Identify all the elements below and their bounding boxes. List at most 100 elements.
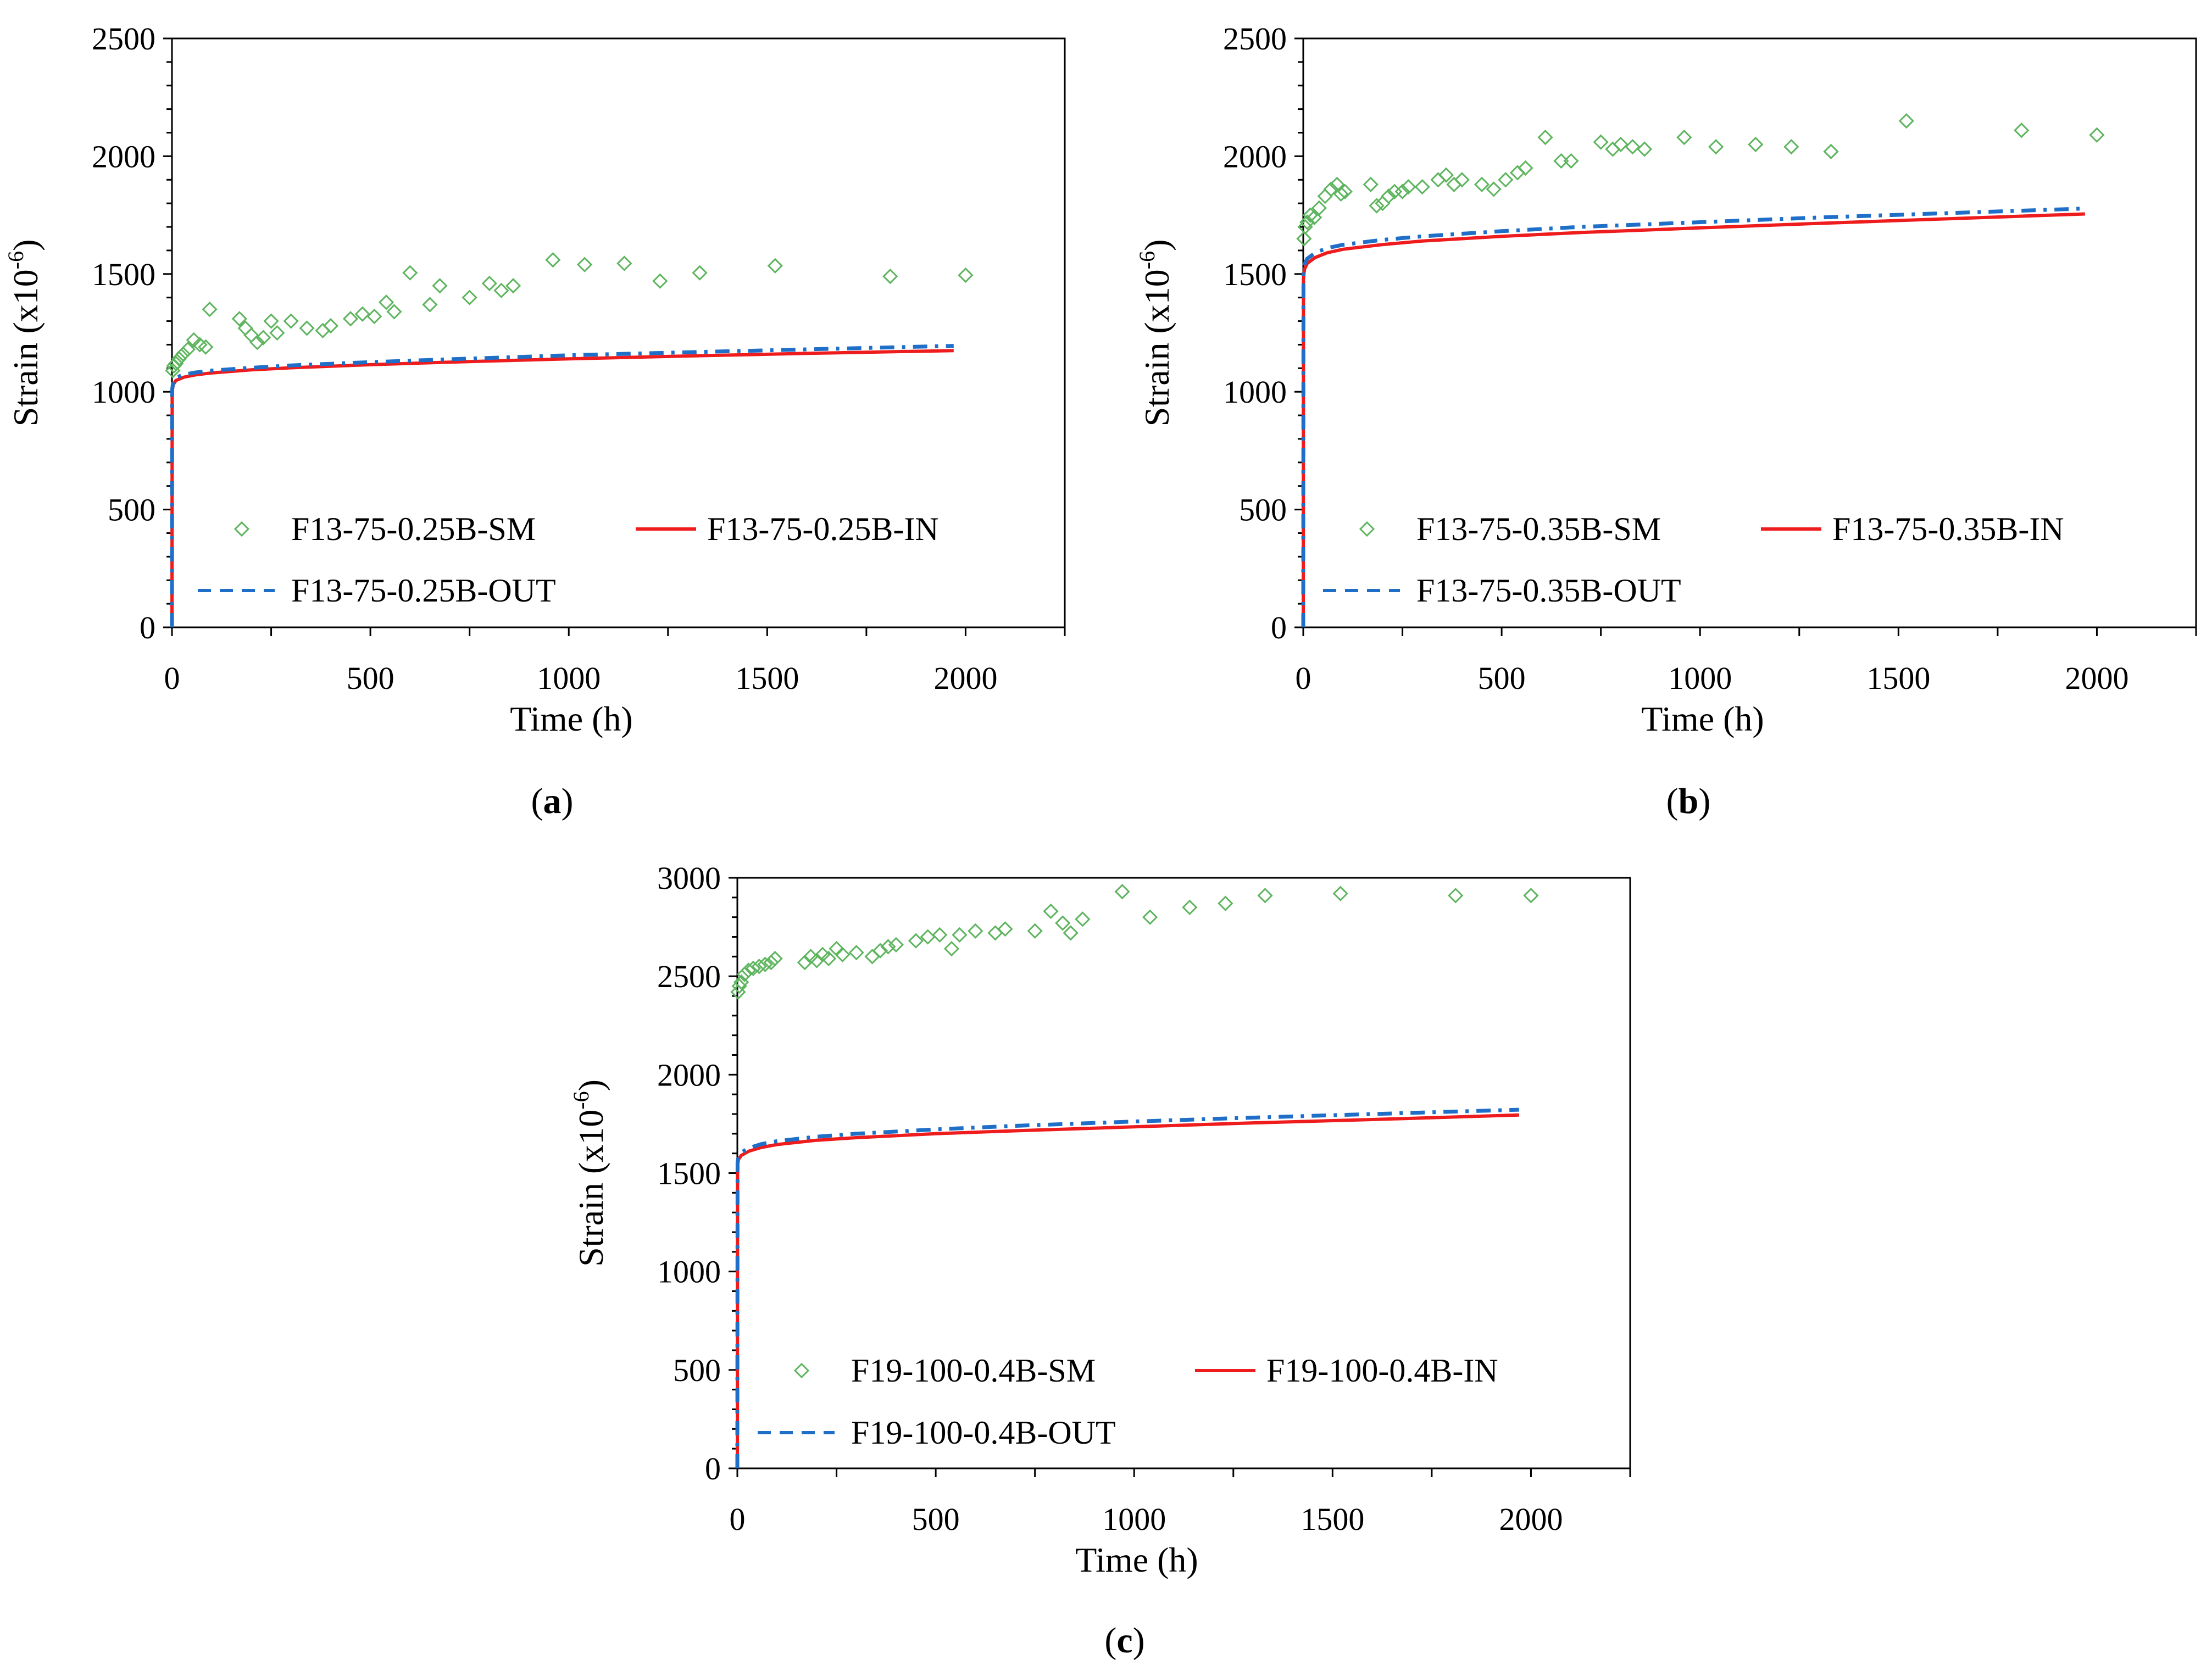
sm-data-point	[1381, 188, 1397, 204]
sm-data-point	[1218, 895, 1233, 911]
y-tick-label: 0	[140, 610, 155, 645]
y-axis-title-exponent: -6	[569, 1091, 593, 1109]
sm-data-point	[952, 927, 968, 943]
panel-label-open: (	[531, 781, 543, 821]
sm-data-point	[1625, 139, 1641, 155]
sm-data-point	[1523, 888, 1539, 904]
sm-data-point	[1537, 129, 1553, 146]
y-tick-label: 1000	[1223, 374, 1287, 410]
panel-label: (b)	[1666, 781, 1711, 821]
legend-sm-marker	[793, 1362, 810, 1379]
sm-data-point	[872, 943, 888, 959]
panel-label-letter: c	[1116, 1621, 1132, 1661]
sm-data-point	[932, 927, 948, 943]
sm-data-point	[493, 282, 509, 298]
sm-data-point	[1400, 179, 1416, 195]
y-tick-label: 500	[1239, 492, 1287, 528]
sm-data-point	[1605, 141, 1621, 157]
sm-data-point	[1114, 883, 1130, 900]
sm-data-point	[920, 929, 936, 945]
sm-data-point	[1142, 909, 1158, 925]
sm-data-point	[323, 318, 339, 334]
sm-data-point	[1414, 179, 1430, 195]
sm-data-point	[378, 294, 394, 310]
panel-label-open: (	[1666, 781, 1679, 821]
x-tick-label: 2000	[1499, 1501, 1563, 1537]
sm-data-point	[1438, 167, 1454, 183]
series-in-line	[170, 349, 954, 628]
sm-data-point	[1323, 181, 1339, 197]
y-axis-title-close: )	[1137, 240, 1176, 251]
sm-data-point	[741, 962, 757, 978]
sm-data-point	[1055, 915, 1071, 931]
sm-data-point	[1332, 886, 1348, 901]
sm-data-point	[820, 950, 837, 967]
sm-data-point	[882, 268, 898, 285]
sm-data-point	[1446, 176, 1462, 192]
sm-data-point	[1375, 196, 1391, 211]
sm-data-point	[422, 297, 438, 313]
sm-data-point	[255, 330, 271, 346]
x-tick-label: 2000	[933, 660, 997, 696]
x-tick-label: 2000	[2065, 660, 2128, 696]
sm-data-point	[848, 945, 864, 961]
chart-panel-c: 0 500 1000 1500 2000 0 500 1000 1500 2000 2500 3000…	[569, 860, 1631, 1661]
y-axis-title: Strain (x10-6)	[3, 240, 45, 427]
x-axis-title: Time (h)	[510, 699, 632, 738]
legend-sm-label: F13-75-0.25B-SM	[291, 511, 536, 547]
sm-data-point	[481, 275, 497, 292]
sm-data-point	[1075, 911, 1091, 927]
y-axis-title-name: Strain (x10	[571, 1110, 610, 1267]
legend-sm-label: F13-75-0.35B-SM	[1416, 511, 1661, 547]
sm-data-point	[751, 959, 767, 975]
series-sm-markers	[1296, 113, 2105, 247]
y-axis-title-exponent: -6	[3, 251, 28, 269]
sm-data-point	[1563, 153, 1579, 169]
sm-data-point	[249, 335, 265, 350]
legend: F13-75-0.35B-SM F13-75-0.35B-IN F13-75-0.3…	[1323, 511, 2064, 609]
x-tick-label: 500	[912, 1501, 960, 1537]
plot-frame	[171, 37, 1066, 628]
legend: F13-75-0.25B-SM F13-75-0.25B-IN F13-75-0.2…	[198, 511, 939, 609]
sm-data-point	[1369, 198, 1385, 214]
sm-data-point	[1474, 176, 1490, 192]
panel-label-letter: b	[1679, 781, 1699, 821]
panel-label-letter: a	[543, 781, 562, 821]
legend-sm-label: F19-100-0.4B-SM	[851, 1352, 1096, 1389]
sm-data-point	[1783, 139, 1799, 155]
y-tick-label: 2500	[92, 21, 155, 57]
y-axis-title-close: )	[6, 240, 45, 251]
series-sm-markers	[730, 883, 1539, 1000]
sm-data-point	[1337, 183, 1353, 199]
series-in-line	[1302, 212, 2085, 628]
panel-label-close: )	[562, 781, 574, 821]
y-tick-label: 1000	[92, 374, 155, 410]
y-tick-label: 1000	[657, 1254, 721, 1290]
y-axis-title-name: Strain (x10	[6, 269, 45, 426]
sm-data-point	[366, 308, 382, 325]
sm-data-point	[243, 327, 259, 343]
sm-data-point	[354, 306, 370, 322]
sm-data-point	[943, 940, 960, 957]
sm-data-point	[731, 978, 747, 994]
x-tick-label: 500	[1478, 660, 1526, 696]
series-out-line	[735, 1107, 1519, 1469]
sm-data-point	[1898, 113, 1914, 129]
sm-data-point	[283, 313, 299, 329]
sm-data-point	[1296, 231, 1312, 247]
panel-label-open: (	[1104, 1621, 1116, 1661]
sm-data-point	[315, 322, 331, 338]
sm-data-point	[1498, 172, 1514, 188]
sm-data-point	[1708, 139, 1724, 155]
x-tick-label: 1000	[1668, 660, 1732, 696]
y-tick-label: 500	[108, 492, 155, 528]
sm-data-point	[1333, 186, 1349, 202]
legend: F19-100-0.4B-SM F19-100-0.4B-IN F19-100-0.…	[758, 1352, 1498, 1451]
sm-data-point	[545, 252, 561, 268]
y-tick-label: 2500	[657, 959, 721, 994]
sm-data-point	[968, 923, 983, 939]
sm-data-point	[1518, 160, 1533, 176]
y-tick-label: 1500	[92, 257, 155, 292]
sm-data-point	[1509, 165, 1526, 181]
sm-data-point	[1302, 207, 1319, 223]
